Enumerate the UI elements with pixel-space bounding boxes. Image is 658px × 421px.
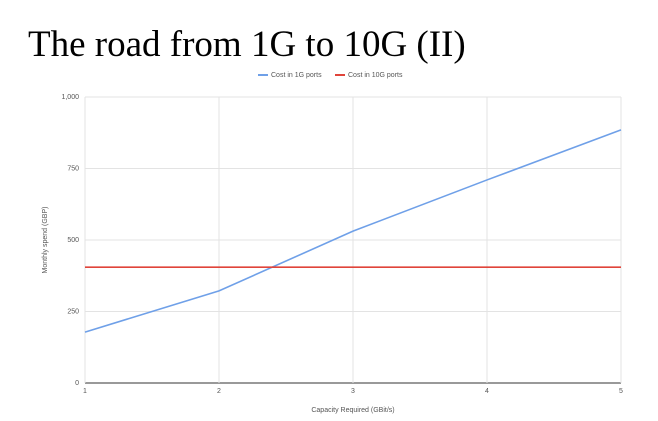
x-tick-label: 1 [83,388,87,395]
x-tick-label: 3 [351,388,355,395]
y-tick-label: 250 [67,308,79,315]
y-tick-label: 0 [75,380,79,387]
legend-label: Cost in 1G ports [271,72,322,79]
x-axis-label: Capacity Required (GBit/s) [311,407,394,414]
y-tick-label: 500 [67,237,79,244]
legend-label: Cost in 10G ports [348,72,403,79]
y-axis-label: Monthly spend (GBP) [42,207,49,274]
x-tick-label: 4 [485,388,489,395]
x-tick-label: 5 [619,388,623,395]
y-tick-label: 1,000 [61,94,79,101]
line-series [84,129,622,333]
chart-title: The road from 1G to 10G (II) [28,24,466,65]
y-tick-label: 750 [67,165,79,172]
x-tick-label: 2 [217,388,221,395]
